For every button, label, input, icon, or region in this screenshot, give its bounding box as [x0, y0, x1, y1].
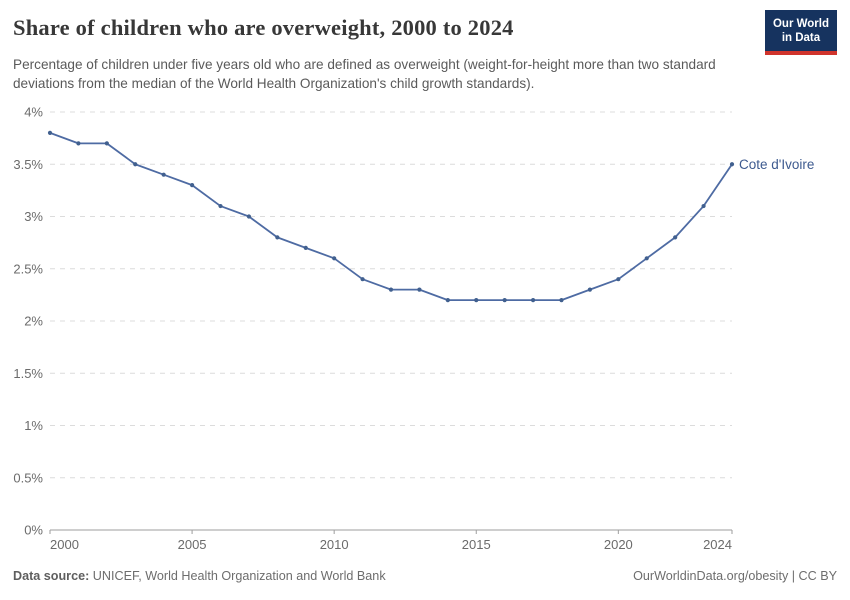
y-tick-label: 4%: [24, 105, 43, 120]
x-tick-label: 2015: [462, 537, 491, 552]
data-point[interactable]: [701, 203, 706, 209]
data-point[interactable]: [161, 172, 166, 177]
x-tick-label: 2010: [320, 537, 349, 552]
data-point[interactable]: [360, 277, 365, 282]
data-point[interactable]: [303, 245, 308, 250]
data-point[interactable]: [559, 298, 564, 303]
page-subtitle: Percentage of children under five years …: [13, 57, 716, 92]
data-source: Data source: UNICEF, World Health Organi…: [13, 569, 386, 583]
y-tick-label: 0.5%: [13, 470, 43, 485]
data-source-value: UNICEF, World Health Organization and Wo…: [92, 569, 386, 583]
x-tick-label: 2020: [604, 537, 633, 552]
y-tick-label: 0%: [24, 523, 43, 538]
data-point[interactable]: [388, 287, 394, 292]
data-point[interactable]: [530, 298, 536, 303]
data-point[interactable]: [729, 162, 735, 167]
y-tick-label: 3%: [24, 209, 43, 224]
attribution: OurWorldinData.org/obesity | CC BY: [633, 569, 837, 583]
data-point[interactable]: [587, 287, 593, 292]
data-point[interactable]: [332, 256, 337, 261]
y-tick-label: 3.5%: [13, 157, 43, 172]
data-point[interactable]: [502, 298, 507, 303]
data-point[interactable]: [445, 298, 450, 303]
data-point[interactable]: [189, 183, 195, 188]
data-point[interactable]: [474, 298, 479, 303]
data-point[interactable]: [218, 203, 223, 209]
data-point[interactable]: [275, 235, 280, 240]
page-title: Share of children who are overweight, 20…: [13, 15, 514, 40]
data-point[interactable]: [673, 235, 678, 240]
series-end-label[interactable]: Cote d'Ivoire: [739, 157, 814, 172]
data-point[interactable]: [104, 141, 109, 146]
y-tick-label: 1.5%: [13, 366, 43, 381]
y-tick-label: 1%: [24, 418, 43, 433]
owid-logo-line1: Our World: [772, 18, 829, 30]
data-point[interactable]: [616, 277, 621, 282]
x-tick-label: 2000: [50, 537, 79, 552]
data-point[interactable]: [47, 130, 53, 135]
data-point[interactable]: [133, 162, 138, 167]
data-point[interactable]: [417, 287, 422, 292]
data-point[interactable]: [246, 214, 252, 219]
data-point[interactable]: [76, 141, 81, 146]
y-tick-label: 2.5%: [13, 261, 43, 276]
x-tick-label: 2024: [703, 537, 732, 552]
data-source-label: Data source:: [13, 569, 90, 583]
chart-footer: Data source: UNICEF, World Health Organi…: [13, 569, 837, 583]
owid-logo-line2: in Data: [781, 32, 821, 45]
data-point[interactable]: [644, 256, 649, 261]
y-tick-label: 2%: [24, 314, 43, 329]
owid-logo[interactable]: Our World in Data: [764, 10, 837, 55]
x-tick-label: 2005: [178, 537, 207, 552]
